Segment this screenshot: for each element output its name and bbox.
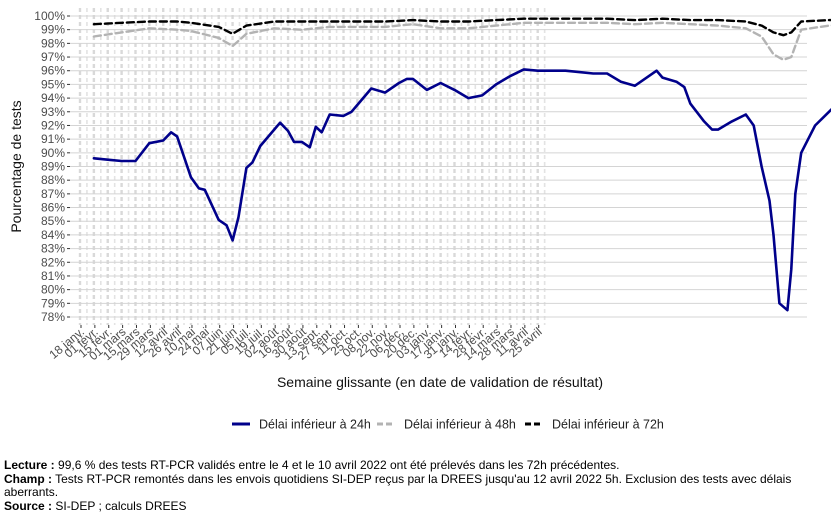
- series-line: [92, 17, 831, 37]
- x-axis-title: Semaine glissante (en date de validation…: [277, 374, 603, 390]
- series: [92, 17, 831, 312]
- y-tick-label: 79%: [41, 296, 65, 310]
- legend-label: Délai inférieur à 48h: [404, 418, 516, 432]
- chart: 78% 79% 80% 81% 82% 83% 84% 85% 86% 87% 88% 89% 90% 9…: [8, 8, 831, 432]
- legend-label: Délai inférieur à 72h: [552, 418, 664, 432]
- legend-label: Délai inférieur à 24h: [259, 418, 371, 432]
- y-tick-label: 96%: [41, 64, 65, 78]
- y-tick-label: 78%: [41, 310, 65, 324]
- y-tick-label: 84%: [41, 228, 65, 242]
- lecture-text: 99,6 % des tests RT-PCR validés entre le…: [54, 458, 620, 472]
- y-tick-label: 82%: [41, 255, 65, 269]
- lecture-label: Lecture :: [4, 458, 55, 472]
- y-tick-label: 80%: [41, 283, 65, 297]
- series-line: [92, 68, 831, 312]
- y-tick-label: 93%: [41, 105, 65, 119]
- y-tick-label: 88%: [41, 173, 65, 187]
- y-tick-label: 87%: [41, 187, 65, 201]
- source-note: Source : SI-DEP ; calculs DREES: [4, 498, 826, 514]
- y-axis: 78%79%80%81%82%83%84%85%86%87%88%89%90%9…: [34, 9, 70, 324]
- y-axis-title: Pourcentage de tests: [8, 100, 24, 232]
- source-text: SI-DEP ; calculs DREES: [52, 498, 187, 513]
- champ-note: Champ : Tests RT-PCR remontés dans les e…: [4, 471, 826, 500]
- y-tick-label: 98%: [41, 36, 65, 50]
- chart-notes: Lecture : 99,6 % des tests RT-PCR validé…: [4, 458, 826, 514]
- champ-text: Tests RT-PCR remontés dans les envois qu…: [4, 471, 792, 499]
- grid: [70, 8, 807, 325]
- source-label: Source :: [4, 498, 53, 513]
- y-tick-label: 83%: [41, 242, 65, 256]
- y-tick-label: 81%: [41, 269, 65, 283]
- y-tick-label: 100%: [34, 9, 65, 23]
- y-tick-label: 90%: [41, 146, 65, 160]
- y-tick-label: 99%: [41, 23, 65, 37]
- chart-svg: 78%79%80%81%82%83%84%85%86%87%88%89%90%9…: [8, 8, 831, 432]
- y-tick-label: 95%: [41, 77, 65, 91]
- y-tick-label: 97%: [41, 50, 65, 64]
- y-tick-label: 94%: [41, 91, 65, 105]
- champ-label: Champ :: [4, 471, 52, 486]
- y-tick-label: 91%: [41, 132, 65, 146]
- legend: Délai inférieur à 24h Délai inférieur à 4…: [232, 418, 664, 432]
- y-tick-label: 92%: [41, 118, 65, 132]
- lecture-note: Lecture : 99,6 % des tests RT-PCR validé…: [4, 458, 826, 473]
- y-tick-label: 86%: [41, 201, 65, 215]
- y-tick-label: 85%: [41, 214, 65, 228]
- series-line: [92, 21, 831, 61]
- y-tick-label: 89%: [41, 160, 65, 174]
